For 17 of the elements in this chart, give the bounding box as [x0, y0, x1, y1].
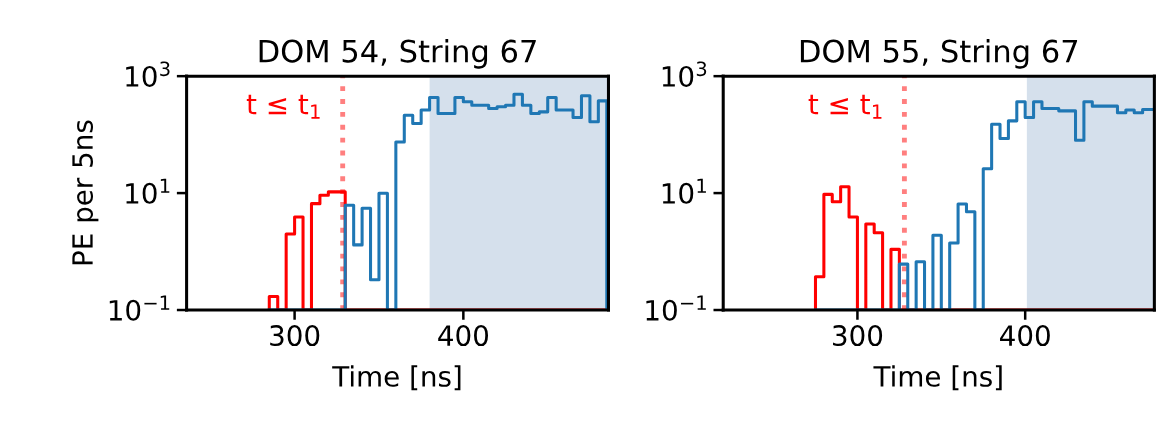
- x-tick-label: 400: [1000, 325, 1050, 347]
- y-tick-label: 10$^{−1}$: [646, 295, 706, 321]
- x-tick-label: 300: [833, 325, 883, 347]
- x-axis-title: Time [ns]: [873, 365, 1002, 391]
- y-axis-title: PE per 5ns: [72, 120, 99, 265]
- x-axis-title: Time [ns]: [332, 365, 461, 391]
- y-tick-label: 10$^{3}$: [126, 61, 170, 87]
- x-tick-label: 400: [438, 325, 489, 347]
- chart-title: DOM 54, String 67: [259, 39, 536, 69]
- ref-line-label: t ≤ t$_{1}$: [246, 94, 320, 119]
- chart-title: DOM 55, String 67: [800, 39, 1078, 69]
- y-tick-label: 10$^{−1}$: [109, 295, 170, 321]
- x-tick-label: 300: [270, 325, 320, 347]
- ref-line-label: t ≤ t$_{1}$: [808, 94, 882, 119]
- y-tick-label: 10$^{3}$: [662, 61, 707, 87]
- y-tick-label: 10$^{1}$: [126, 178, 170, 204]
- y-tick-label: 10$^{1}$: [662, 178, 706, 204]
